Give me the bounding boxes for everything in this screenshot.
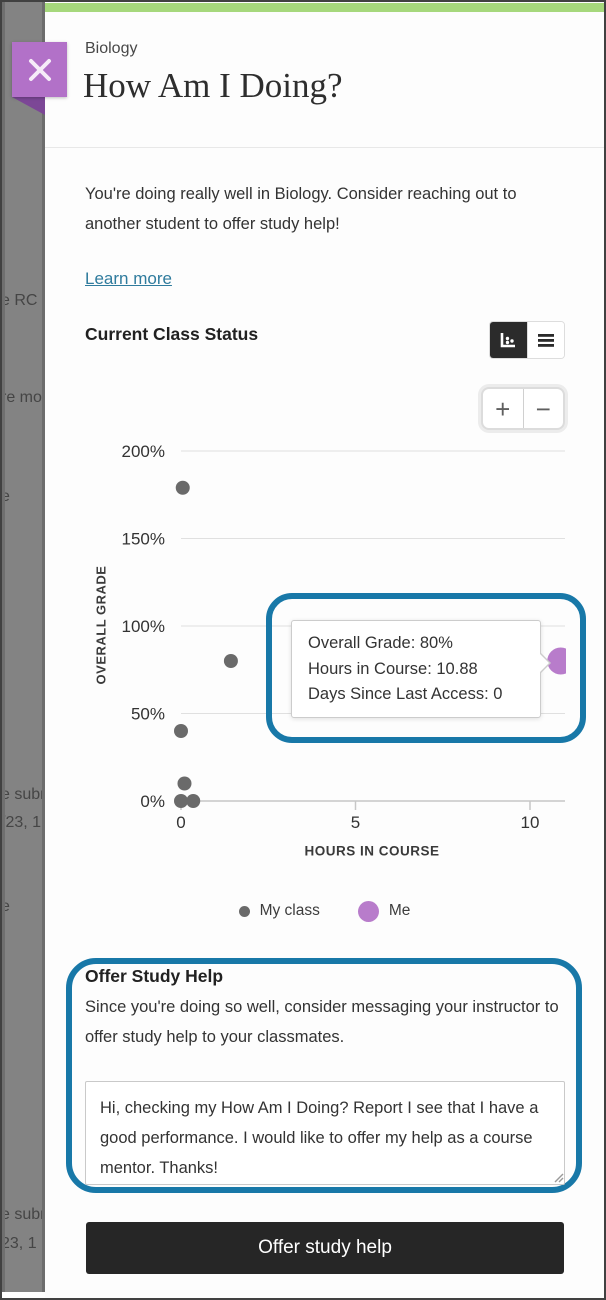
course-name: Biology [85,40,138,57]
intro-text: You're doing really well in Biology. Con… [85,185,517,233]
me-dot-icon [357,900,379,922]
page-title: How Am I Doing? [83,66,343,105]
svg-text:200%: 200% [122,442,165,461]
view-toggle-group [489,321,565,359]
chart-view-button[interactable] [490,322,527,358]
how-am-i-doing-panel: Biology How Am I Doing? You're doing rea… [45,0,604,1300]
svg-text:10: 10 [521,813,540,832]
legend-item-my-class: My class [238,902,320,920]
background-text-fragment: e subr [1,786,45,803]
legend-label-my-class: My class [259,902,320,919]
background-text-fragment: e [1,898,10,915]
background-text-fragment: e subr [1,1206,45,1223]
x-axis-title: HOURS IN COURSE [304,843,440,859]
list-view-button[interactable] [526,322,564,358]
svg-text:100%: 100% [122,617,165,636]
offer-study-help-heading: Offer Study Help [85,966,224,986]
list-icon [537,334,554,347]
tooltip-line-hours: Hours in Course: 10.88 [308,659,478,678]
dimmed-background-page: e RC a re mo e e subr/23, 1 e e subr 23, 1 [0,0,45,1292]
tooltip-line-access: Days Since Last Access: 0 [308,685,503,703]
close-icon [28,58,51,81]
panel-top-accent-bar [45,3,604,12]
chart-legend: My class Me [45,897,604,925]
offer-study-help-description: Since you're doing so well, consider mes… [85,998,559,1046]
chart-zoom-control: + − [481,387,565,430]
svg-text:150%: 150% [122,530,165,549]
tooltip-line-grade: Overall Grade: 80% [308,634,453,652]
svg-text:5: 5 [351,813,360,832]
header-divider [45,147,604,148]
data-point-tooltip: Overall Grade: 80% Hours in Course: 10.8… [291,620,551,718]
background-text-fragment: /23, 1 [1,814,42,831]
svg-text:0%: 0% [140,792,165,811]
bookmark-ribbon-tail [12,97,45,115]
zoom-out-button[interactable]: − [524,389,564,428]
textarea-resize-handle[interactable] [553,1172,564,1183]
zoom-in-button[interactable]: + [483,389,524,428]
background-text-fragment: 23, 1 [1,1235,37,1252]
section-title: Current Class Status [85,324,259,344]
study-help-message-input[interactable] [85,1081,565,1185]
svg-text:0: 0 [176,813,185,832]
background-text-fragment: re mo [1,389,42,406]
highlight-ring-offer-study-help [66,958,582,1193]
svg-text:50%: 50% [131,705,165,724]
background-text-fragment: e RC a [1,292,42,309]
plus-icon: + [495,393,511,424]
legend-label-me: Me [388,902,411,919]
background-text-fragment: e [1,488,10,505]
highlight-ring-tooltip [266,593,586,743]
my-class-dot-icon [238,905,250,917]
minus-icon: − [535,393,551,424]
close-button[interactable] [12,42,67,97]
scatter-chart-icon [500,333,516,348]
offer-study-help-button[interactable]: Offer study help [86,1222,564,1274]
legend-item-me: Me [357,900,411,922]
learn-more-link[interactable]: Learn more [85,269,172,288]
